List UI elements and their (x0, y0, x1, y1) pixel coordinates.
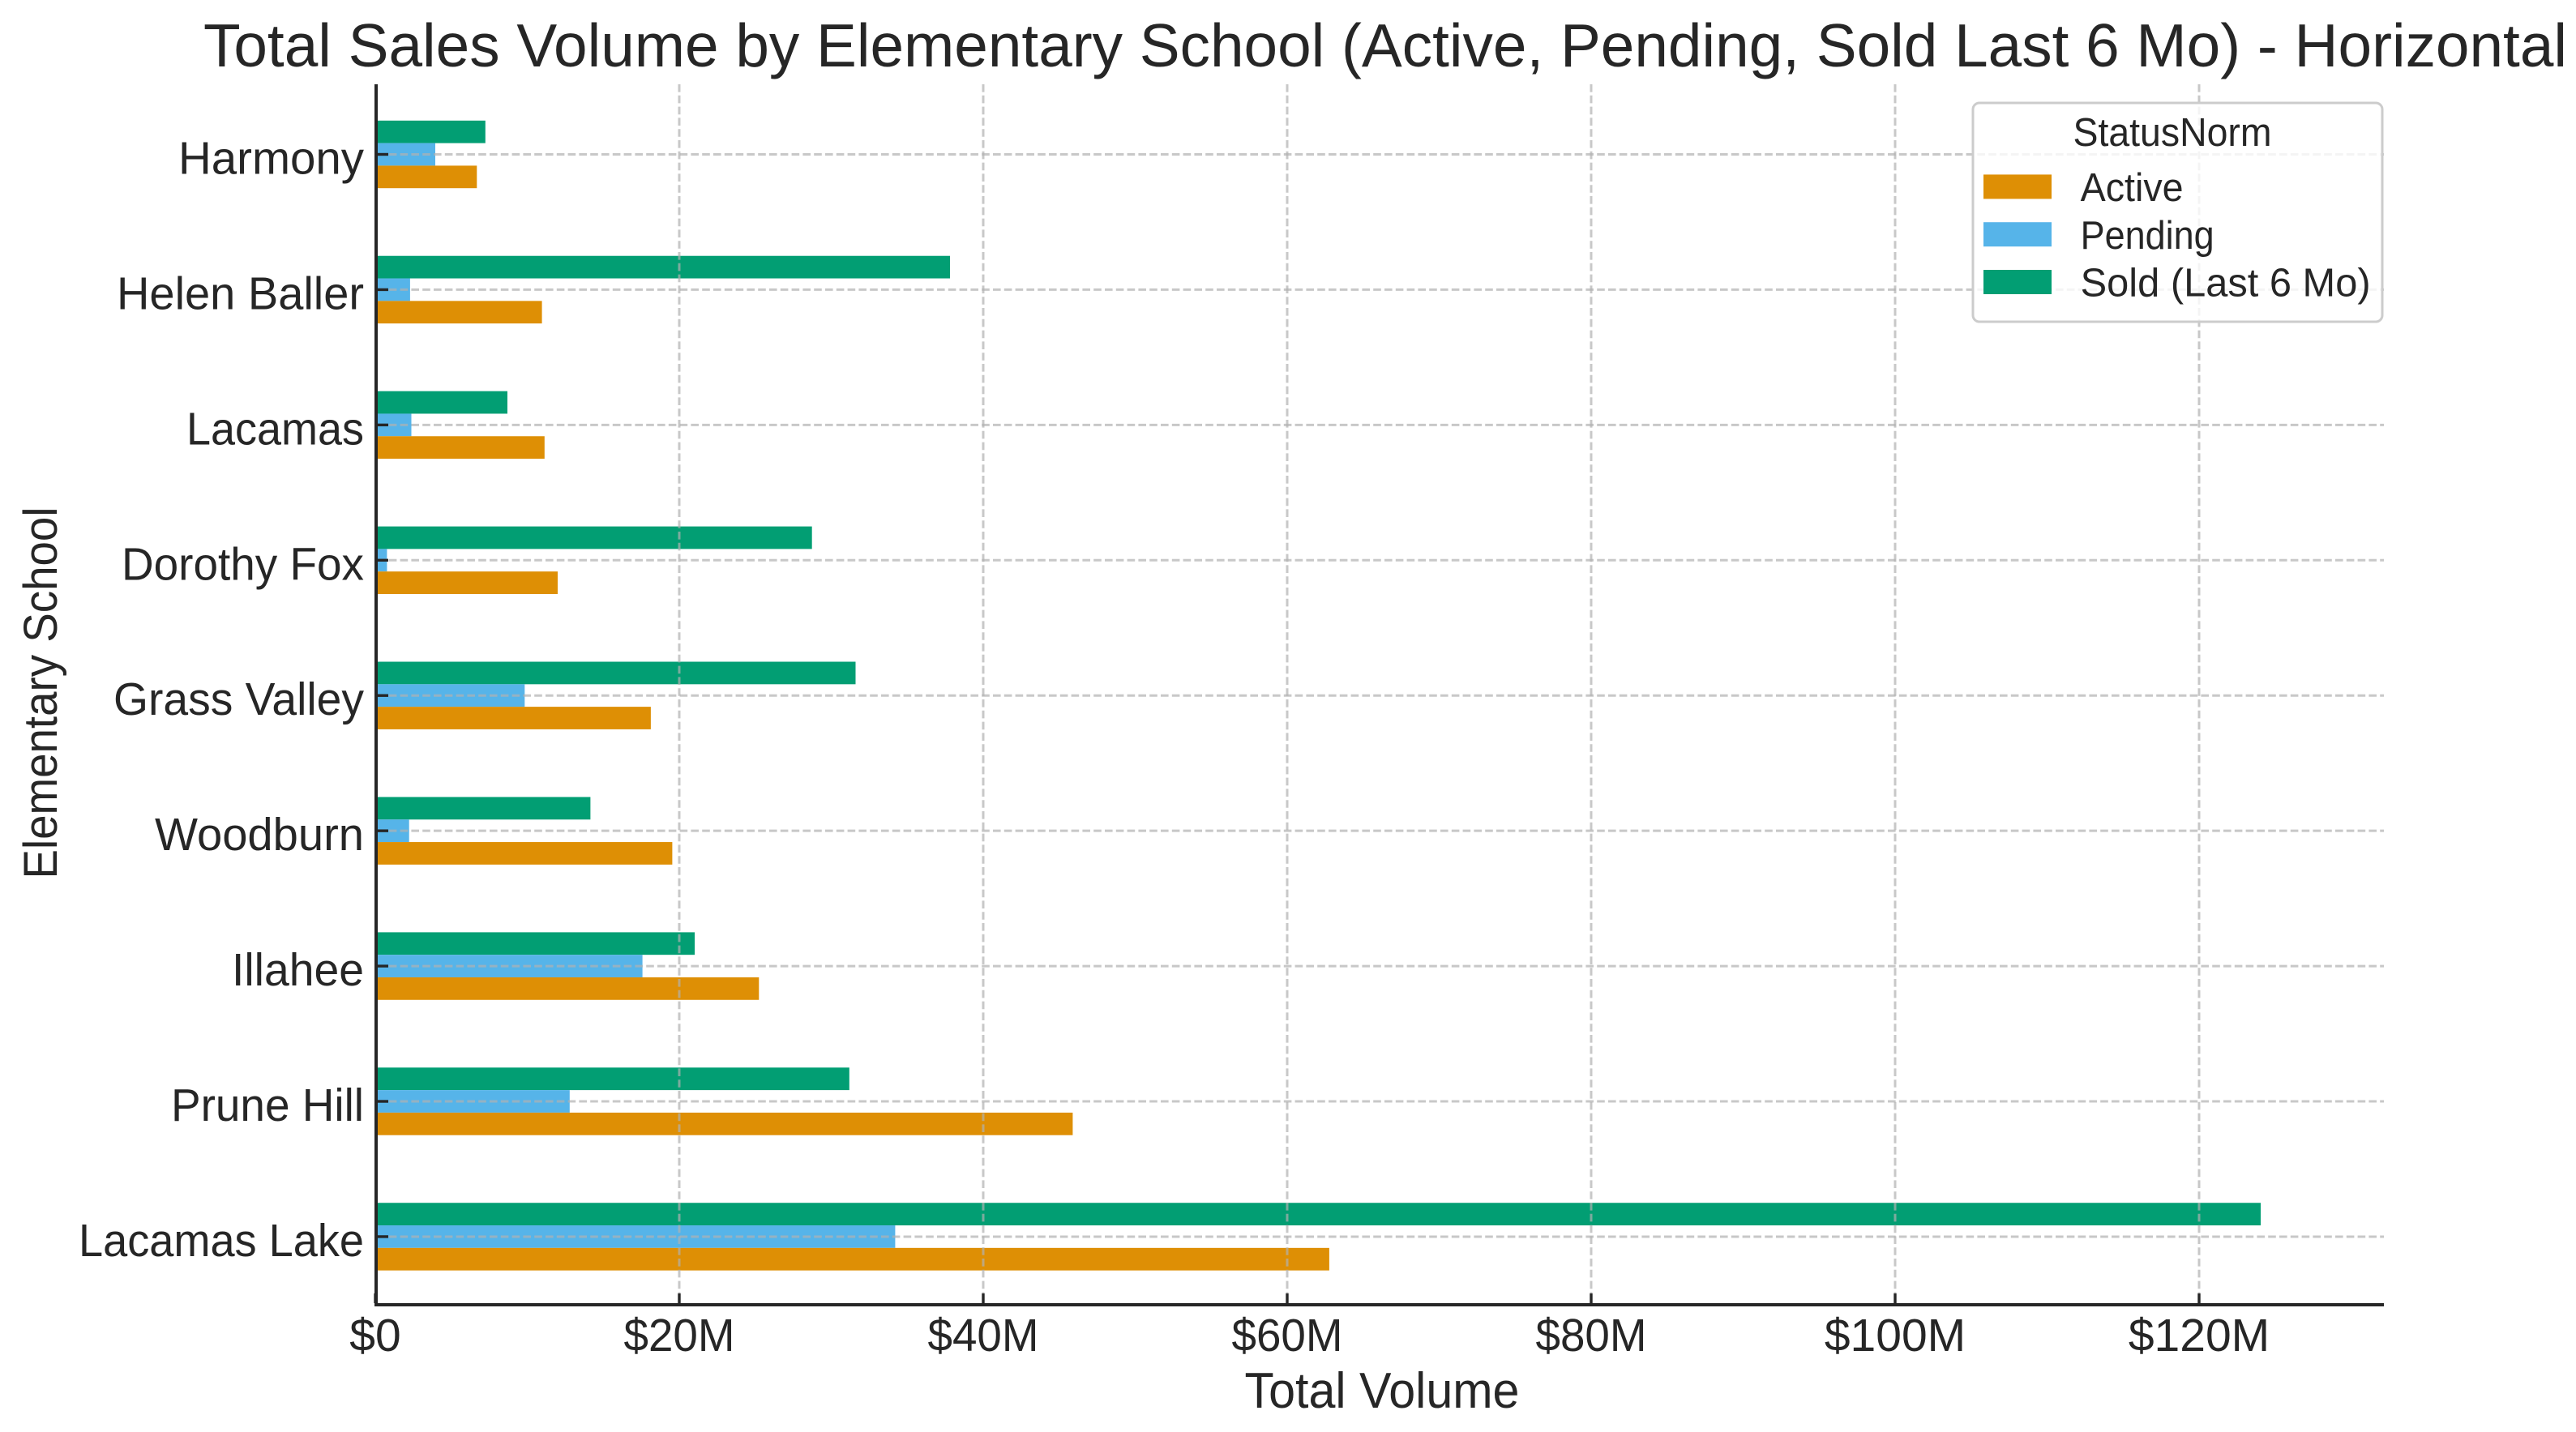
svg-text:$100M: $100M (1825, 1310, 1966, 1361)
svg-text:Illahee: Illahee (232, 944, 364, 996)
svg-text:Lacamas Lake: Lacamas Lake (79, 1215, 364, 1267)
svg-text:$120M: $120M (2129, 1310, 2270, 1361)
svg-text:Woodburn: Woodburn (155, 809, 364, 861)
svg-text:Lacamas: Lacamas (186, 403, 364, 455)
svg-text:Total Sales Volume by Elementa: Total Sales Volume by Elementary School … (203, 11, 2567, 79)
svg-text:Total Volume: Total Volume (1245, 1363, 1520, 1419)
svg-text:Pending: Pending (2081, 214, 2214, 258)
svg-text:$40M: $40M (928, 1310, 1039, 1361)
svg-text:Dorothy Fox: Dorothy Fox (122, 538, 364, 590)
svg-text:Harmony: Harmony (178, 133, 364, 185)
svg-text:Grass Valley: Grass Valley (113, 673, 364, 725)
svg-text:$20M: $20M (624, 1310, 735, 1361)
svg-text:Helen Baller: Helen Baller (117, 267, 364, 319)
svg-text:$0: $0 (349, 1310, 400, 1361)
svg-text:Sold (Last 6 Mo): Sold (Last 6 Mo) (2081, 262, 2371, 306)
svg-text:$60M: $60M (1232, 1310, 1343, 1361)
svg-text:Active: Active (2081, 166, 2184, 210)
svg-text:Prune Hill: Prune Hill (171, 1079, 364, 1131)
svg-text:$80M: $80M (1536, 1310, 1647, 1361)
svg-text:Elementary School: Elementary School (15, 507, 67, 879)
svg-text:StatusNorm: StatusNorm (2073, 111, 2272, 155)
